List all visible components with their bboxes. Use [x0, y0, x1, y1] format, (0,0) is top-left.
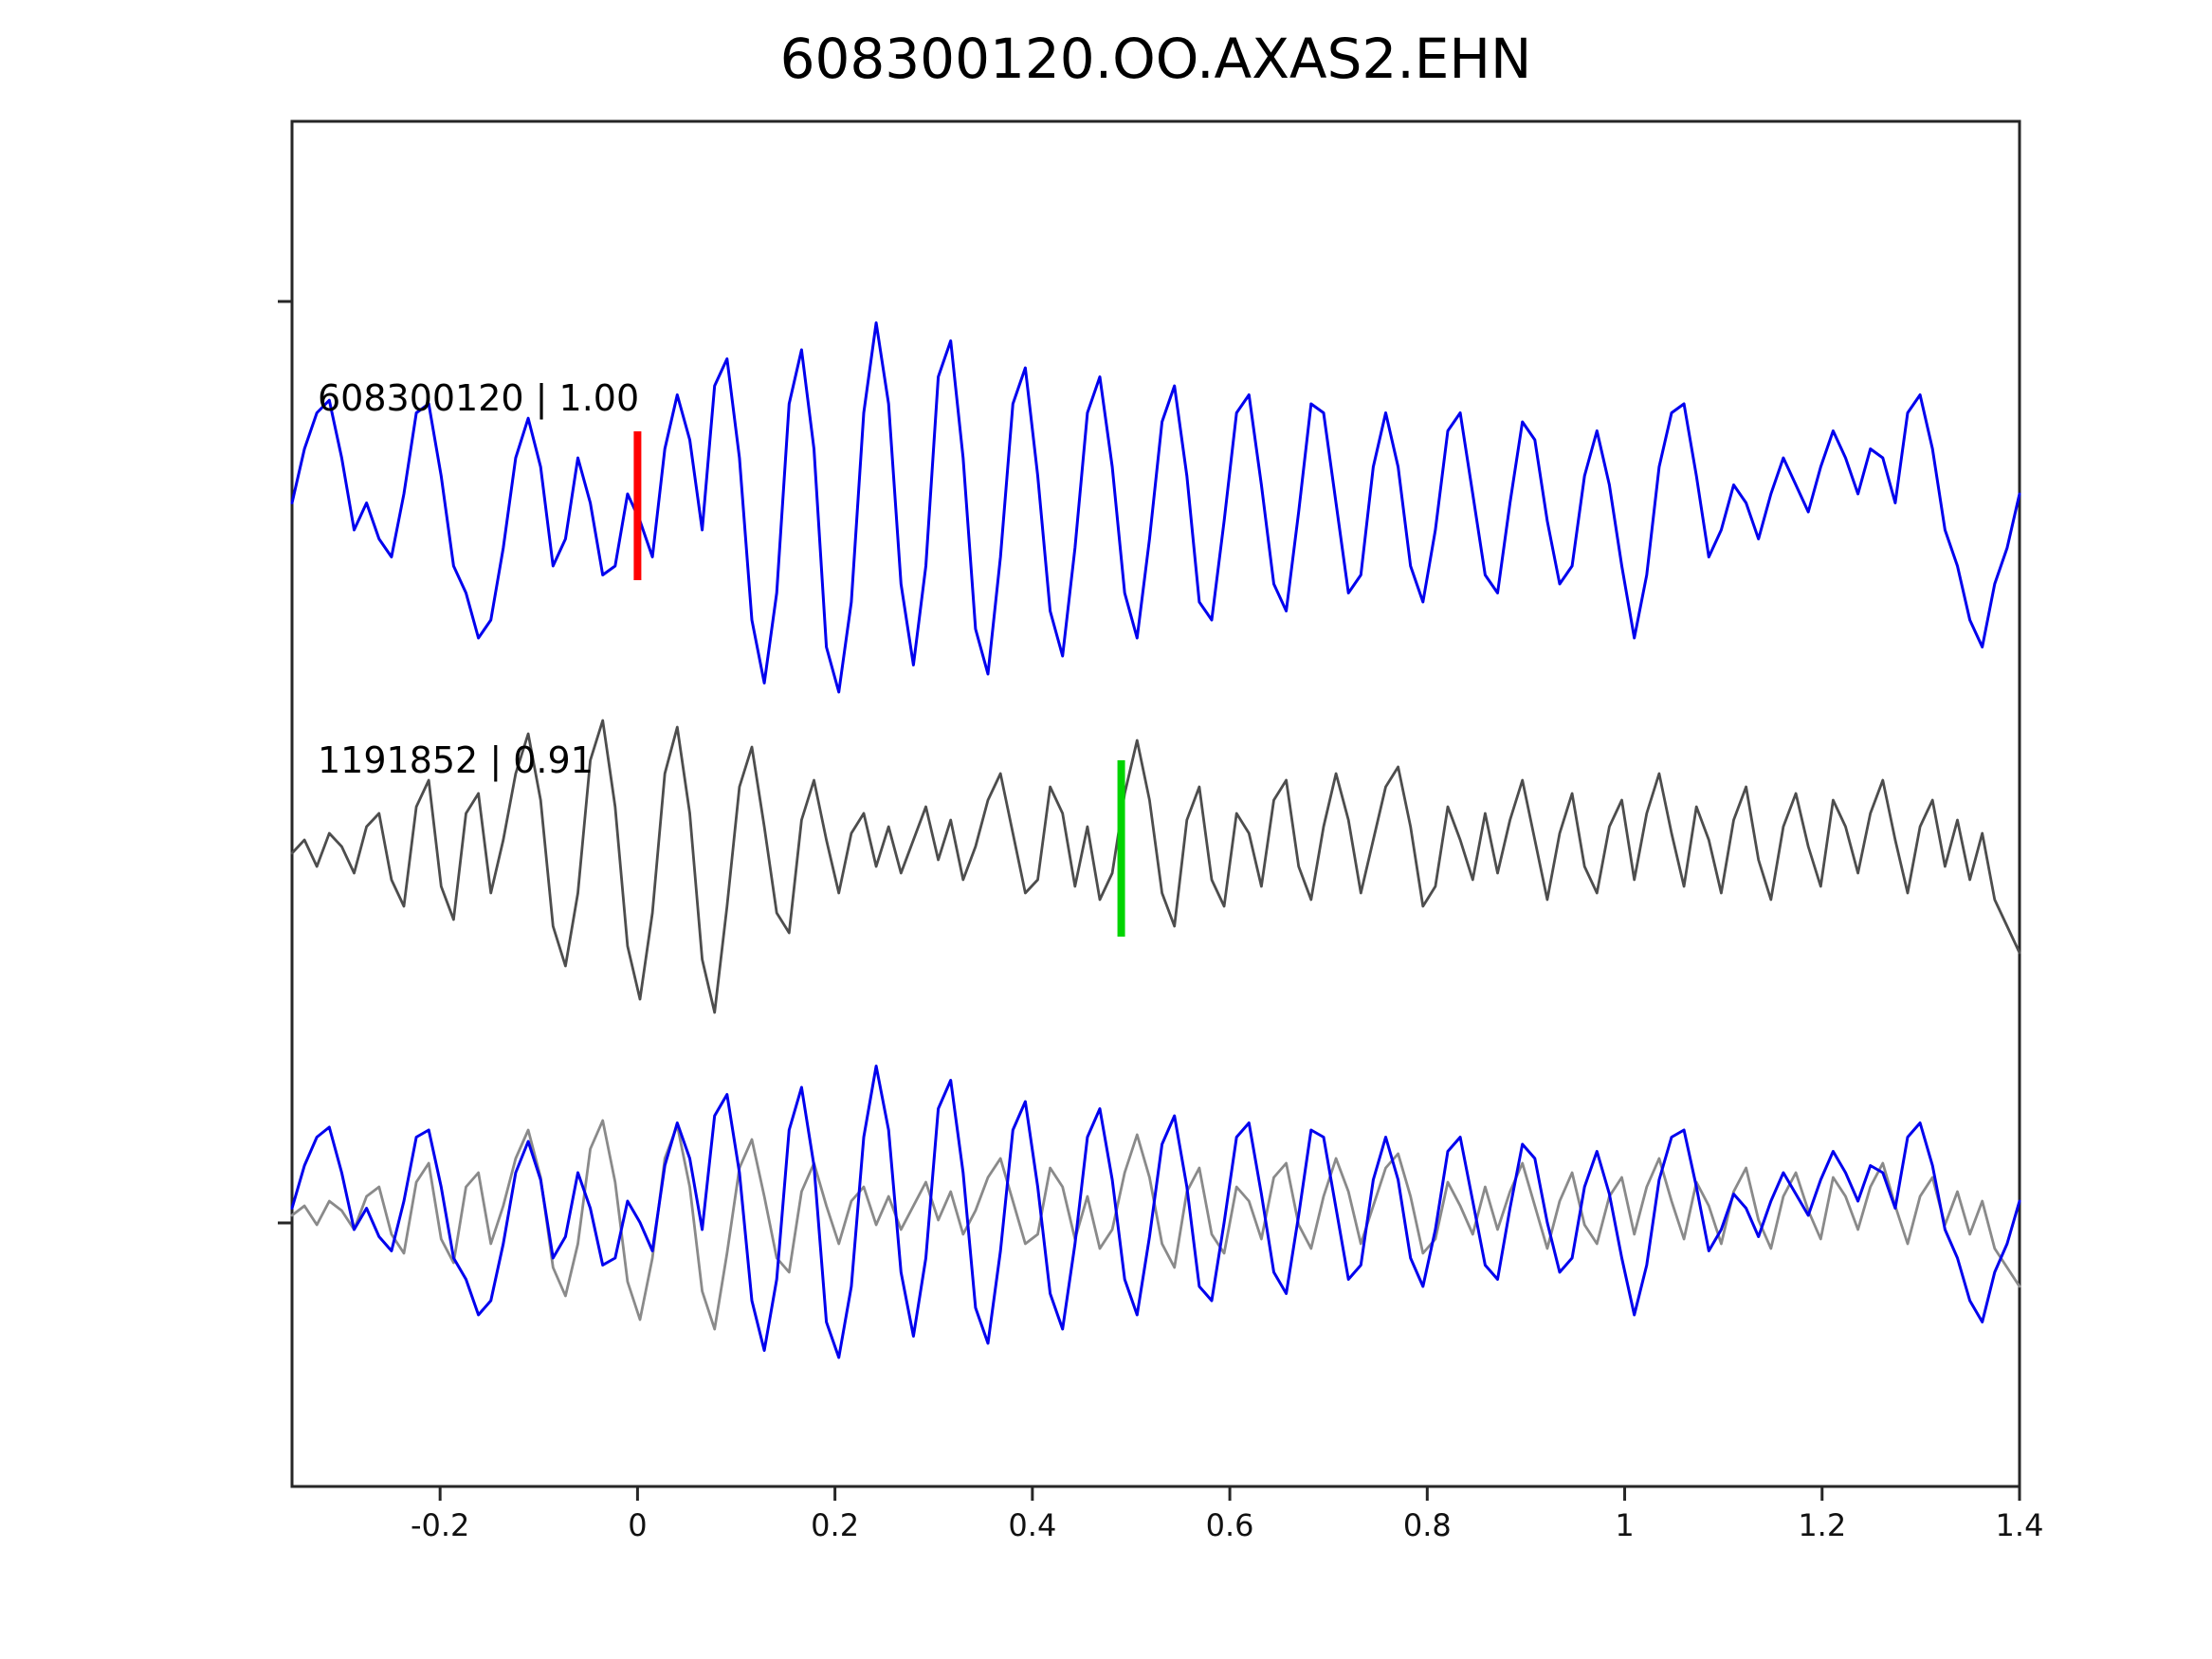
- trace-overlay-gray: [290, 1119, 2021, 1331]
- figure-title: 608300120.OO.AXAS2.EHN: [779, 27, 1532, 91]
- x-tick-label: 1: [1615, 1507, 1634, 1543]
- trace-label-candidate: 1191852 | 0.91: [318, 739, 594, 781]
- axes-frame: [290, 119, 2021, 1488]
- x-tick-label: 0.8: [1403, 1507, 1452, 1543]
- x-tick-label: 0: [628, 1507, 647, 1543]
- trace-top-blue: [290, 321, 2021, 694]
- trace-overlay-blue: [290, 1065, 2021, 1359]
- x-tick-label: 0.4: [1008, 1507, 1056, 1543]
- trace-label-template: 608300120 | 1.00: [318, 377, 640, 419]
- trace-mid-gray: [290, 719, 2021, 1014]
- x-tick-label: 0.2: [811, 1507, 859, 1543]
- x-tick-label: 0.6: [1206, 1507, 1254, 1543]
- x-tick-label: -0.2: [411, 1507, 469, 1543]
- x-tick-label: 1.2: [1798, 1507, 1846, 1543]
- x-tick-label: 1.4: [1996, 1507, 2044, 1543]
